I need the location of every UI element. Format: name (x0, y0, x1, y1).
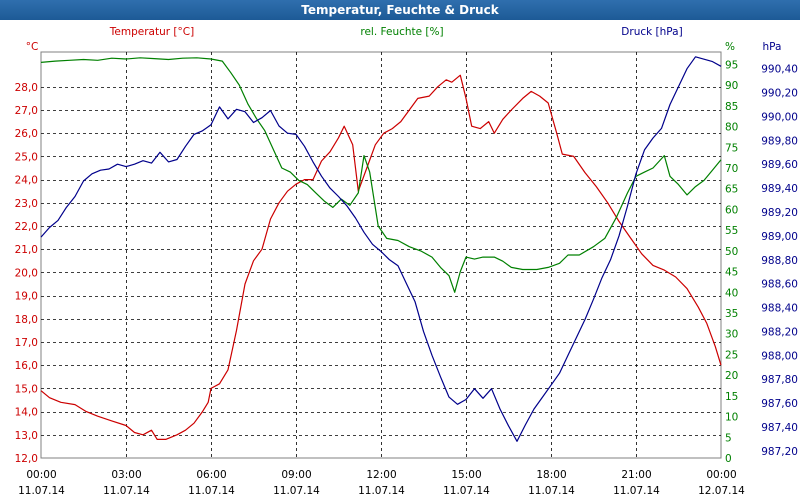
pressure-tick: 987,80 (761, 374, 798, 386)
pressure-tick: 988,60 (761, 279, 798, 291)
pressure-tick: 989,80 (761, 135, 798, 147)
series-group (40, 56, 722, 442)
pressure-tick: 987,60 (761, 398, 798, 410)
humidity-tick: 90 (725, 80, 738, 92)
pressure-tick: 988,20 (761, 326, 798, 338)
x-tick-time: 18:00 (536, 469, 566, 481)
plot-frame (40, 51, 722, 459)
pressure-series-line (40, 56, 722, 442)
x-tick-date: 11.07.14 (358, 485, 405, 497)
temperature-axis-label: Temperatur [°C] (109, 26, 194, 38)
humidity-tick: 45 (725, 267, 738, 279)
x-tick-time: 12:00 (366, 469, 396, 481)
humidity-tick: 80 (725, 122, 738, 134)
temperature-tick: 27,0 (15, 105, 38, 117)
pressure-tick: 988,00 (761, 350, 798, 362)
humidity-tick: 70 (725, 163, 738, 175)
pressure-unit: hPa (763, 41, 782, 53)
x-tick-time: 00:00 (26, 469, 56, 481)
x-tick-date: 11.07.14 (613, 485, 660, 497)
humidity-unit: % (725, 41, 735, 53)
temperature-tick: 20,0 (15, 267, 38, 279)
temperature-tick: 24,0 (15, 175, 38, 187)
x-tick-date: 11.07.14 (188, 485, 235, 497)
humidity-tick: 95 (725, 59, 738, 71)
pressure-tick: 990,00 (761, 111, 798, 123)
humidity-tick: 30 (725, 329, 738, 341)
temperature-tick: 17,0 (15, 337, 38, 349)
humidity-tick: 20 (725, 370, 738, 382)
humidity-tick: 5 (725, 432, 732, 444)
temperature-tick: 18,0 (15, 314, 38, 326)
pressure-tick: 988,80 (761, 255, 798, 267)
humidity-tick: 0 (725, 453, 732, 465)
chart-title: Temperatur, Feuchte & Druck (301, 3, 499, 17)
x-tick-time: 06:00 (196, 469, 226, 481)
humidity-tick: 10 (725, 412, 738, 424)
humidity-tick: 40 (725, 287, 738, 299)
chart-canvas: 00:00 11.07.14 03:00 11.07.14 06:00 11.07.14 0… (15, 26, 798, 497)
temperature-tick: 14,0 (15, 407, 38, 419)
pressure-axis-label: Druck [hPa] (621, 26, 682, 38)
x-tick-date: 12.07.14 (698, 485, 745, 497)
pressure-tick: 989,40 (761, 183, 798, 195)
humidity-series-line (40, 57, 722, 293)
x-tick-date: 11.07.14 (443, 485, 490, 497)
temperature-tick: 21,0 (15, 244, 38, 256)
x-tick-time: 00:00 (706, 469, 736, 481)
temperature-tick: 19,0 (15, 291, 38, 303)
pressure-tick: 987,40 (761, 422, 798, 434)
temperature-tick: 28,0 (15, 82, 38, 94)
temperature-series-line (40, 74, 722, 440)
temperature-tick: 12,0 (15, 453, 38, 465)
x-tick-date: 11.07.14 (528, 485, 575, 497)
humidity-tick: 60 (725, 204, 738, 216)
grid (40, 51, 722, 459)
chart-title-bar: Temperatur, Feuchte & Druck (0, 0, 800, 20)
temperature-unit: °C (26, 41, 39, 53)
temperature-tick: 15,0 (15, 383, 38, 395)
x-tick-time: 21:00 (621, 469, 651, 481)
humidity-tick: 75 (725, 142, 738, 154)
humidity-tick: 85 (725, 101, 738, 113)
temperature-tick: 25,0 (15, 151, 38, 163)
humidity-tick: 65 (725, 184, 738, 196)
temperature-tick: 23,0 (15, 198, 38, 210)
humidity-axis-label: rel. Feuchte [%] (360, 26, 443, 38)
x-tick-date: 11.07.14 (103, 485, 150, 497)
x-tick-time: 09:00 (281, 469, 311, 481)
temperature-tick: 26,0 (15, 128, 38, 140)
pressure-tick: 987,20 (761, 446, 798, 458)
pressure-tick: 988,40 (761, 303, 798, 315)
pressure-tick: 989,20 (761, 207, 798, 219)
x-tick-date: 11.07.14 (273, 485, 320, 497)
pressure-tick: 989,00 (761, 231, 798, 243)
humidity-tick: 55 (725, 225, 738, 237)
temperature-tick: 13,0 (15, 430, 38, 442)
x-tick-date: 11.07.14 (18, 485, 65, 497)
temperature-tick: 22,0 (15, 221, 38, 233)
x-tick-time: 15:00 (451, 469, 481, 481)
pressure-tick: 989,60 (761, 159, 798, 171)
humidity-tick: 15 (725, 391, 738, 403)
humidity-tick: 35 (725, 308, 738, 320)
tick-labels: 00:00 11.07.14 03:00 11.07.14 06:00 11.07.14 0… (15, 59, 798, 497)
humidity-tick: 25 (725, 349, 738, 361)
pressure-tick: 990,40 (761, 64, 798, 76)
x-tick-time: 03:00 (111, 469, 141, 481)
temperature-tick: 16,0 (15, 360, 38, 372)
pressure-tick: 990,20 (761, 88, 798, 100)
humidity-tick: 50 (725, 246, 738, 258)
